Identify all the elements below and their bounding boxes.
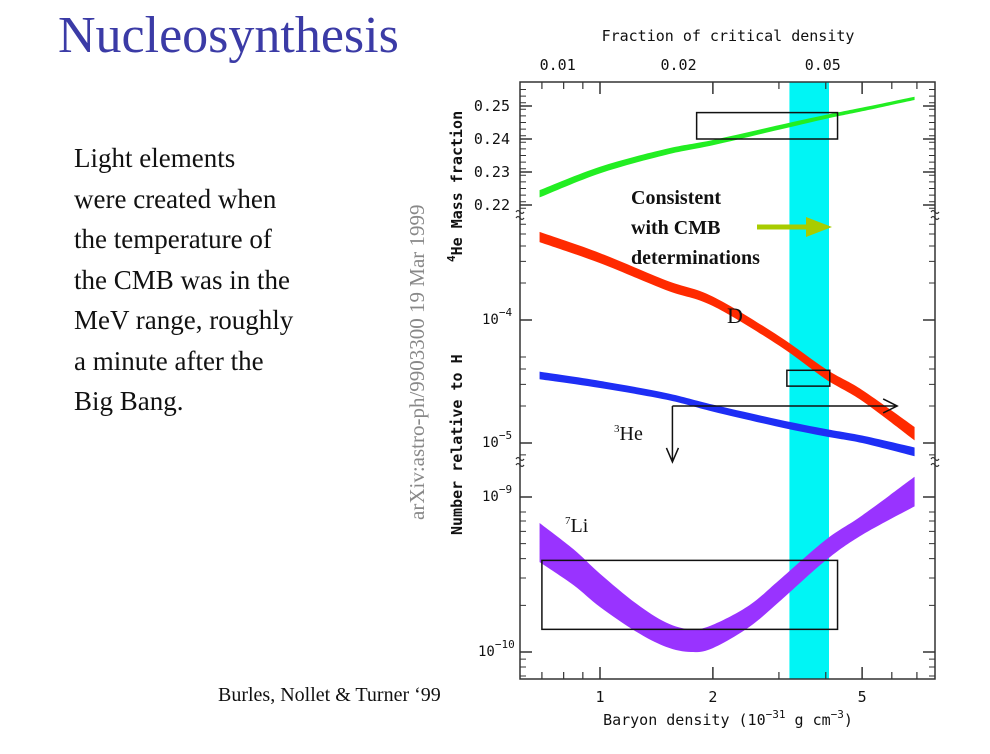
label-he3: 3He [614, 423, 643, 445]
abundance-axis-title: Number relative to H [448, 354, 466, 535]
body-line: a minute after the [74, 345, 264, 376]
x-tick-label: 2 [708, 688, 717, 706]
body-line: were created when [74, 183, 277, 214]
superscript: −31 [766, 708, 786, 721]
band-7Li [539, 476, 915, 653]
y-tick-label: 0.22 [474, 196, 510, 214]
slide-body: Light elements were created when the tem… [74, 138, 374, 422]
annotation-line: Consistent [631, 187, 721, 209]
axis-break-mark [515, 209, 525, 221]
observation-box-light [786, 369, 831, 387]
slide-title: Nucleosynthesis [58, 7, 399, 64]
body-line: the CMB was in the [74, 264, 290, 295]
superscript: 7 [565, 515, 571, 527]
superscript: 3 [614, 423, 620, 435]
superscript: −10 [495, 638, 515, 651]
cmb-arrow-head-icon [806, 217, 832, 237]
text-span: g cm [786, 711, 831, 729]
label-li7: 7Li [565, 515, 589, 537]
y-tick-label: 10−9 [482, 483, 512, 505]
y-tick-label: 0.25 [474, 97, 510, 115]
annotation-line: with CMB [631, 217, 720, 239]
he3-upper-limit-arrow [665, 398, 899, 464]
y-tick-label: 0.24 [474, 130, 510, 148]
superscript: −3 [831, 708, 844, 721]
top-axis-tick-label: 0.02 [661, 56, 697, 74]
top-axis-tick-label: 0.01 [540, 56, 576, 74]
observation-box-li [541, 559, 839, 631]
band-4He [539, 96, 915, 198]
band-D [539, 231, 915, 441]
text-span: Li [571, 515, 589, 537]
text-span: He [620, 423, 643, 445]
x-tick-label: 1 [595, 688, 604, 706]
x-axis-title: Baryon density (10−31 g cm−3) [603, 708, 853, 729]
annotation-line: determinations [631, 247, 760, 269]
superscript: 4 [445, 255, 458, 262]
text-span: He Mass fraction [448, 111, 466, 256]
y-tick-label: 10−10 [478, 638, 515, 660]
body-line: the temperature of [74, 224, 272, 254]
superscript: −5 [499, 429, 512, 442]
superscript: −9 [499, 483, 512, 496]
cmb-band [789, 82, 829, 679]
x-tick-label: 5 [858, 688, 867, 706]
axis-break-mark [930, 456, 940, 468]
plot-frame [519, 81, 936, 680]
superscript: −4 [499, 306, 513, 319]
y-tick-label: 0.23 [474, 163, 510, 181]
label-d: D [727, 303, 743, 328]
top-axis-title: Fraction of critical density [602, 27, 855, 45]
text-span: ) [844, 711, 853, 729]
y-tick-label: 10−4 [482, 306, 512, 328]
band-3He [539, 371, 915, 457]
credit: Burles, Nollet & Turner ‘99 [218, 684, 441, 706]
body-line: Big Bang. [74, 386, 184, 416]
observation-box-he4 [695, 111, 839, 140]
body-line: Light elements [74, 143, 236, 173]
axis-break-mark [515, 456, 525, 468]
axis-break-mark [930, 209, 940, 221]
body-line: MeV range, roughly [74, 305, 294, 335]
top-axis-tick-label: 0.05 [805, 56, 841, 74]
he4-axis-title: 4He Mass fraction [445, 111, 466, 262]
y-tick-label: 10−5 [482, 429, 512, 451]
